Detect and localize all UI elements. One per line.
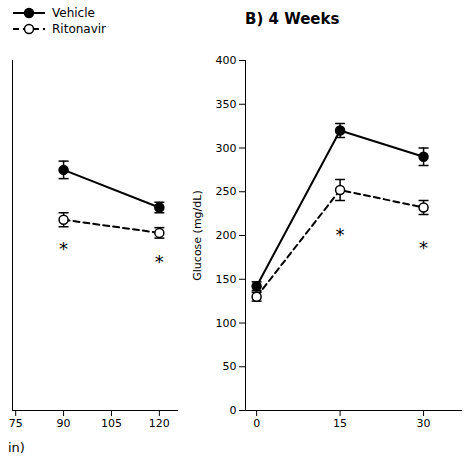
svg-text:0: 0 — [230, 404, 237, 417]
svg-text:120: 120 — [149, 417, 170, 430]
svg-text:Glucose (mg/dL): Glucose (mg/dL) — [191, 190, 204, 280]
svg-text:105: 105 — [101, 417, 122, 430]
svg-text:*: * — [155, 251, 164, 272]
svg-text:50: 50 — [223, 360, 237, 373]
svg-text:*: * — [336, 224, 345, 245]
svg-text:200: 200 — [216, 229, 237, 242]
svg-text:250: 250 — [216, 185, 237, 198]
svg-text:75: 75 — [9, 417, 23, 430]
html-text:B) 4 Weeks: B) 4 Weeks — [245, 10, 340, 28]
html-text:in): in) — [8, 440, 25, 455]
svg-text:30: 30 — [417, 417, 431, 430]
svg-text:300: 300 — [216, 142, 237, 155]
svg-text:350: 350 — [216, 98, 237, 111]
svg-text:90: 90 — [57, 417, 71, 430]
html-text:Vehicle: Vehicle — [52, 6, 95, 20]
svg-text:0: 0 — [253, 417, 260, 430]
svg-text:*: * — [419, 237, 428, 258]
html-text:Ritonavir: Ritonavir — [52, 22, 106, 36]
svg-text:400: 400 — [216, 54, 237, 67]
svg-text:100: 100 — [216, 317, 237, 330]
svg-text:15: 15 — [333, 417, 347, 430]
svg-text:*: * — [59, 238, 68, 259]
svg-text:150: 150 — [216, 273, 237, 286]
